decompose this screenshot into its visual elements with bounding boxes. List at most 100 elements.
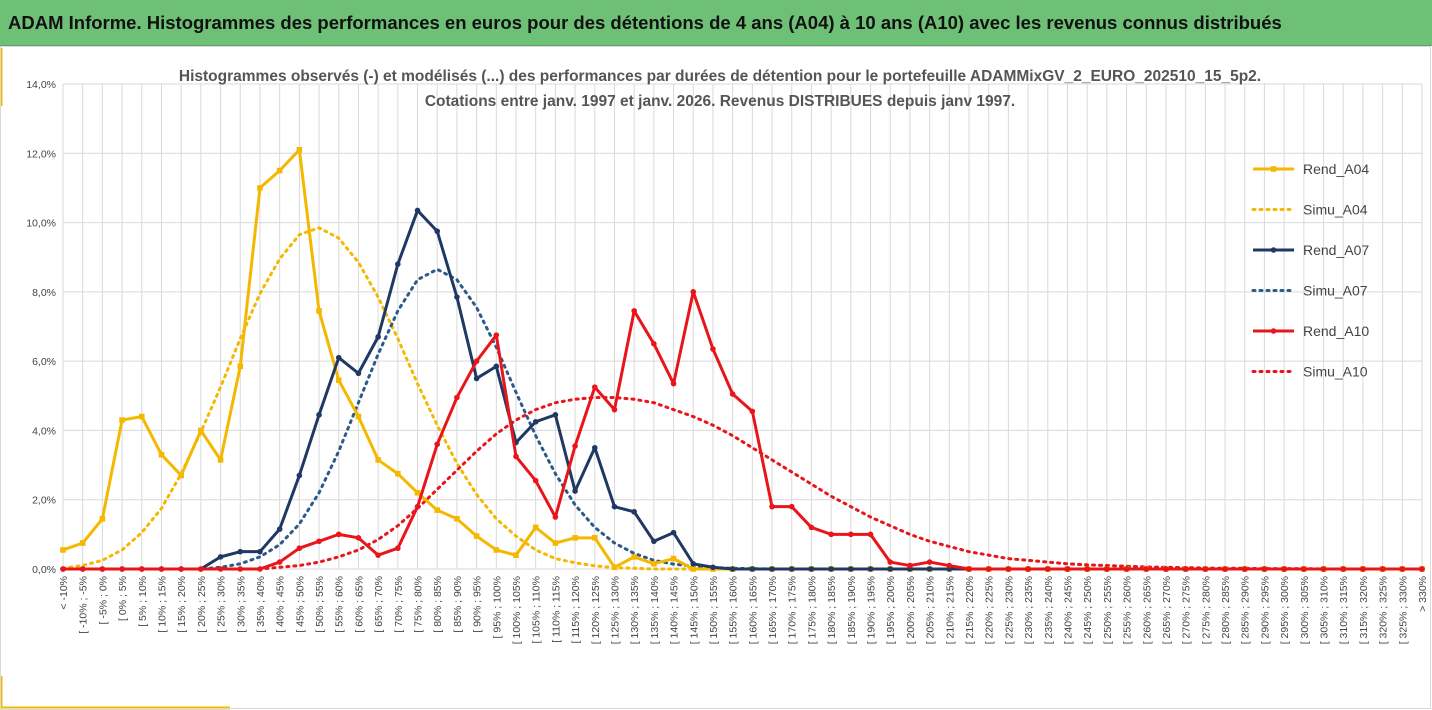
data-point-rend-a10 <box>178 566 184 572</box>
data-point-rend-a04 <box>690 566 697 572</box>
data-point-rend-a10 <box>769 503 775 510</box>
data-point-rend-a04 <box>158 451 165 458</box>
data-point-rend-a10 <box>572 443 578 449</box>
data-point-rend-a10 <box>591 384 598 390</box>
x-tick-label: [ 50% ; 55% <box>314 576 326 633</box>
x-tick-label: [ 320% ; 325% <box>1378 576 1390 644</box>
data-point-rend-a07 <box>355 370 362 377</box>
data-point-rend-a10 <box>887 559 894 565</box>
data-point-rend-a07 <box>414 207 421 214</box>
data-point-rend-a04 <box>414 489 421 496</box>
data-point-rend-a10 <box>276 559 283 565</box>
data-point-rend-a10 <box>729 391 736 397</box>
legend: Rend_A04 Simu_A04 Rend_A07 Simu_A07 Rend_A10… <box>1251 161 1369 380</box>
x-tick-label: [ 5% ; 10% <box>137 576 149 627</box>
data-point-rend-a10 <box>296 545 303 552</box>
data-point-rend-a10 <box>710 346 716 352</box>
data-point-rend-a10 <box>1399 566 1406 572</box>
x-tick-label: [ 115% ; 120% <box>570 576 582 644</box>
banner: ADAM Informe. Histogrammes des performan… <box>0 0 1432 46</box>
data-point-rend-a10 <box>690 289 697 295</box>
data-point-rend-a07 <box>769 566 775 572</box>
data-point-rend-a07 <box>710 564 716 571</box>
legend-label: Rend_A04 <box>1303 161 1369 177</box>
data-point-rend-a07 <box>808 566 815 572</box>
data-point-rend-a10 <box>808 524 815 531</box>
x-tick-label: [ 195% ; 200% <box>885 576 897 644</box>
x-tick-label: [ 275% ; 280% <box>1200 576 1212 644</box>
x-tick-label: [ 95% ; 100% <box>491 576 503 638</box>
data-point-rend-a10 <box>237 566 244 572</box>
x-tick-label: < -10% <box>58 576 70 610</box>
x-tick-label: [ 40% ; 45% <box>275 576 287 633</box>
x-tick-label: [ 265% ; 270% <box>1161 576 1173 644</box>
y-tick-label: 14,0% <box>26 79 56 91</box>
data-point-rend-a10 <box>513 453 519 460</box>
data-point-rend-a10 <box>1320 566 1327 572</box>
data-point-rend-a10 <box>99 566 106 572</box>
x-tick-label: [ 295% ; 300% <box>1279 576 1291 644</box>
x-tick-label: [ 315% ; 320% <box>1358 576 1370 644</box>
data-point-rend-a10 <box>158 566 165 572</box>
legend-label: Simu_A07 <box>1303 283 1368 299</box>
data-point-rend-a07 <box>276 526 283 532</box>
x-tick-label: [ 85% ; 90% <box>452 576 464 633</box>
x-tick-label: [ 35% ; 40% <box>255 576 267 633</box>
data-point-rend-a10 <box>1084 566 1090 572</box>
data-point-rend-a10 <box>1281 566 1287 572</box>
data-point-rend-a10 <box>966 566 972 572</box>
data-point-rend-a07 <box>493 363 500 370</box>
data-point-rend-a04 <box>493 547 500 553</box>
legend-label: Simu_A04 <box>1303 202 1368 218</box>
data-point-rend-a04 <box>552 540 559 546</box>
data-point-rend-a07 <box>335 354 342 361</box>
x-tick-label: [ 55% ; 60% <box>334 576 346 633</box>
data-point-rend-a07 <box>434 228 441 235</box>
legend-marker <box>1270 247 1277 253</box>
chart-title-line-1: Histogrammes observés (-) et modélisés (… <box>179 68 1261 85</box>
data-point-rend-a10 <box>985 566 992 572</box>
data-point-rend-a04 <box>276 167 283 174</box>
legend-marker <box>1270 328 1277 334</box>
data-point-rend-a04 <box>395 470 401 477</box>
data-point-rend-a04 <box>591 535 598 541</box>
x-tick-label: [ 140% ; 145% <box>669 576 681 644</box>
x-tick-label: [ -5% ; 0% <box>97 576 109 624</box>
data-point-rend-a10 <box>217 566 224 572</box>
x-tick-label: [ 30% ; 35% <box>235 576 247 633</box>
data-point-rend-a07 <box>749 566 756 572</box>
data-point-rend-a04 <box>296 147 303 153</box>
data-point-rend-a10 <box>946 562 953 569</box>
data-point-rend-a07 <box>217 554 224 560</box>
data-point-rend-a10 <box>631 308 637 314</box>
x-tick-label: [ 215% ; 220% <box>964 576 976 644</box>
data-point-rend-a07 <box>631 509 637 515</box>
data-point-rend-a10 <box>1261 566 1268 572</box>
x-axis: < -10% [ -10% ; -5% [ -5% ; 0% [ 0% ; 5% [ 5… <box>58 576 1429 644</box>
x-tick-label: [ 165% ; 170% <box>767 576 779 644</box>
banner-title: ADAM Informe. Histogrammes des performan… <box>8 12 1282 33</box>
data-point-rend-a04 <box>651 561 657 567</box>
x-tick-label: [ 65% ; 70% <box>373 576 385 633</box>
data-point-rend-a07 <box>926 566 933 572</box>
legend-label: Simu_A10 <box>1303 364 1368 380</box>
data-point-rend-a04 <box>572 535 578 541</box>
data-point-rend-a10 <box>1222 566 1228 572</box>
data-point-rend-a10 <box>1104 566 1110 572</box>
data-point-rend-a04 <box>513 552 519 558</box>
data-point-rend-a10 <box>907 562 913 569</box>
x-tick-label: [ 120% ; 125% <box>590 576 602 644</box>
data-point-rend-a10 <box>1301 566 1307 572</box>
data-point-rend-a10 <box>1064 566 1071 572</box>
data-point-rend-a07 <box>591 444 598 451</box>
data-point-rend-a10 <box>138 566 145 572</box>
data-point-rend-a07 <box>729 566 736 572</box>
data-point-rend-a04 <box>375 457 381 463</box>
x-tick-label: [ 15% ; 20% <box>176 576 188 633</box>
data-point-rend-a10 <box>355 535 362 541</box>
x-tick-label: [ 170% ; 175% <box>787 576 799 644</box>
legend-label: Rend_A07 <box>1303 242 1369 258</box>
chart: Histogrammes observés (-) et modélisés (… <box>0 46 1431 710</box>
data-point-rend-a04 <box>60 547 66 553</box>
x-tick-label: [ 245% ; 250% <box>1082 576 1094 644</box>
